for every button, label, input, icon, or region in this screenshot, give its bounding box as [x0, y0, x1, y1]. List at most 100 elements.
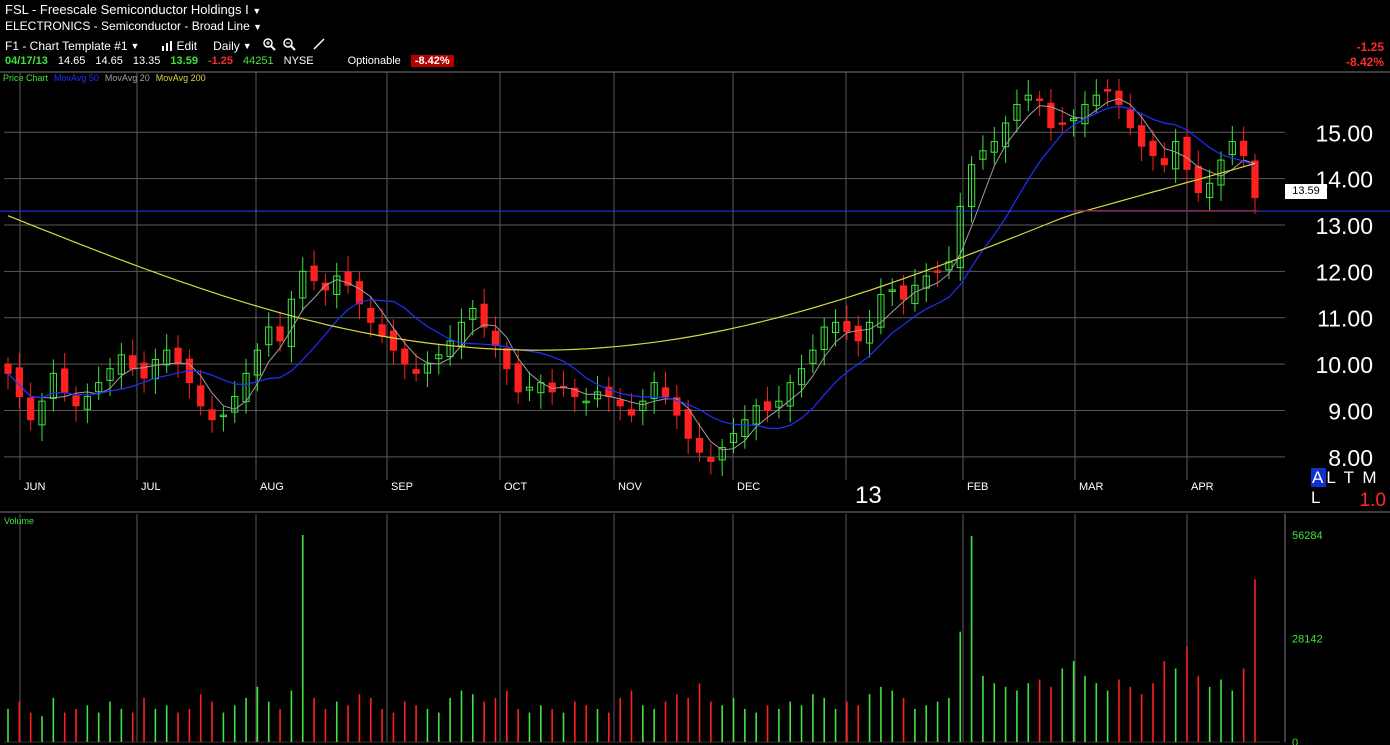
symbol-text[interactable]: FSL: [5, 2, 29, 17]
edit-label: Edit: [176, 38, 198, 53]
candle-body: [1024, 94, 1032, 101]
candle-body: [503, 348, 511, 370]
legend-ma50: MovAvg 50: [54, 73, 99, 83]
company-name: - Freescale Semiconductor Holdings I: [28, 2, 249, 17]
candle-body: [174, 347, 182, 365]
period-dropdown[interactable]: Daily ▼: [213, 39, 252, 53]
quote-volume: 44251: [243, 55, 274, 67]
template-dropdown[interactable]: F1 - Chart Template #1 ▼: [5, 39, 139, 53]
volume-tick-label: 0: [1292, 737, 1298, 745]
candle-body: [231, 396, 239, 413]
y-tick-label: 13.00: [1315, 213, 1373, 239]
candle-body: [1081, 103, 1089, 125]
candle-body: [1160, 158, 1168, 166]
candle-body: [469, 307, 477, 320]
x-tick-label: SEP: [391, 481, 413, 493]
candle-body: [1172, 141, 1180, 170]
quote-date: 04/17/13: [5, 55, 48, 67]
x-tick-label: JUL: [141, 481, 161, 493]
scale-mode-options[interactable]: L T M L: [1311, 468, 1379, 507]
candle-body: [797, 368, 806, 386]
candle-body: [933, 270, 942, 273]
candle-body: [355, 281, 364, 305]
x-tick-label: APR: [1191, 481, 1214, 493]
draw-pen-icon[interactable]: [312, 37, 326, 54]
candle-body: [707, 457, 715, 462]
candle-body: [956, 205, 964, 269]
period-caret-icon: ▼: [242, 40, 252, 51]
year-label: 13: [855, 482, 882, 509]
period-label: Daily: [213, 38, 240, 53]
candle-body: [423, 363, 432, 374]
y-tick-label: 12.00: [1315, 259, 1373, 285]
x-tick-label: NOV: [618, 481, 643, 493]
x-tick-label: JUN: [24, 481, 45, 493]
scale-factor: 1.0: [1359, 490, 1386, 511]
volume-tick-label: 56284: [1292, 530, 1323, 542]
candle-body: [990, 141, 998, 153]
y-tick-label: 10.00: [1315, 352, 1373, 378]
candle-body: [367, 307, 375, 323]
candle-body: [1047, 102, 1055, 129]
ma20-line: [7, 98, 1256, 451]
candle-body: [106, 368, 114, 381]
candle-body: [378, 324, 386, 337]
candle-body: [1240, 140, 1248, 156]
candle-body: [1092, 94, 1100, 106]
candle-body: [673, 397, 681, 416]
candle-body: [61, 368, 69, 393]
candle-body: [1001, 122, 1010, 148]
candle-body: [752, 405, 760, 425]
y-tick-label: 15.00: [1315, 120, 1373, 146]
candle-body: [1070, 117, 1078, 122]
ma200-line: [7, 163, 1256, 351]
candle-body: [299, 270, 307, 299]
candle-body: [1138, 125, 1146, 147]
dropdown-caret-icon[interactable]: ▼: [252, 6, 262, 16]
candle-body: [899, 285, 908, 300]
candle-body: [525, 386, 534, 391]
zoom-in-icon[interactable]: [262, 37, 276, 54]
candle-body: [514, 363, 522, 393]
candle-body: [412, 369, 420, 374]
sector-caret-icon[interactable]: ▼: [253, 22, 263, 32]
candle-body: [344, 271, 352, 286]
y-tick-label: 11.00: [1317, 306, 1373, 332]
quote-low: 13.35: [132, 55, 161, 67]
quote-row: 04/17/13 14.65 14.65 13.35 13.59 -1.25 4…: [5, 55, 454, 67]
legend-ma200: MovAvg 200: [155, 73, 206, 83]
candle-body: [548, 382, 556, 393]
edit-button[interactable]: Edit: [161, 39, 197, 53]
candle-body: [129, 355, 137, 370]
candle-body: [219, 414, 228, 418]
quote-close: 13.59: [170, 55, 198, 67]
y-tick-label: 8.00: [1328, 445, 1373, 471]
candle-body: [1149, 140, 1157, 156]
candle-body: [718, 447, 726, 461]
quote-open: 14.65: [57, 55, 86, 67]
candle-body: [253, 349, 262, 376]
zoom-out-icon[interactable]: [282, 37, 296, 54]
quote-exchange: NYSE: [283, 55, 314, 67]
scale-mode-buttons[interactable]: AL T M L: [1311, 468, 1390, 508]
ma50-line: [7, 105, 1256, 430]
candle-body: [843, 321, 851, 333]
candle-body: [661, 387, 670, 398]
candle-body: [1104, 89, 1112, 92]
candle-body: [1251, 160, 1259, 199]
candle-body: [695, 437, 704, 453]
x-tick-label: FEB: [967, 481, 988, 493]
candle-body: [684, 409, 692, 439]
auto-scale-button[interactable]: A: [1311, 468, 1327, 487]
candle-body: [446, 340, 454, 358]
candle-body: [83, 396, 91, 410]
candle-body: [831, 321, 840, 334]
x-tick-label: AUG: [260, 481, 284, 493]
candle-body: [72, 395, 80, 407]
candle-body: [854, 325, 862, 342]
candle-body: [333, 275, 341, 295]
candle-body: [197, 385, 205, 407]
template-caret-icon: ▼: [130, 40, 140, 51]
candle-body: [1206, 182, 1214, 199]
